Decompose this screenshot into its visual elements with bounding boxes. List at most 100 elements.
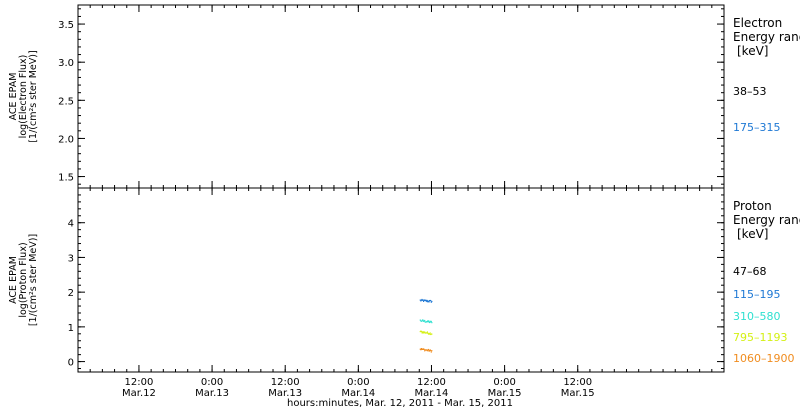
series-1-3: [419, 330, 433, 336]
data-point: [423, 348, 425, 350]
y-tick-label: 2.5: [58, 96, 74, 107]
data-point: [424, 319, 426, 322]
y-axis-label: log(Electron Flux): [18, 55, 29, 139]
x-tick-time: 0:00: [493, 377, 515, 388]
data-point: [427, 349, 429, 351]
data-point: [426, 301, 428, 303]
data-point: [430, 300, 432, 302]
y-tick-label: 0: [68, 358, 74, 369]
data-point: [420, 299, 422, 301]
x-axis-label: hours:minutes, Mar. 12, 2011 - Mar. 15, …: [287, 398, 513, 409]
data-point: [429, 350, 431, 352]
data-point: [423, 320, 425, 322]
data-point: [421, 320, 423, 322]
data-point: [427, 348, 430, 351]
x-tick-time: 12:00: [125, 377, 154, 388]
data-point: [430, 350, 432, 352]
legend-title: Energy range: [733, 30, 800, 44]
y-axis-label: log(Proton Flux): [18, 242, 29, 317]
data-point: [423, 300, 425, 302]
data-point: [431, 300, 433, 303]
legend-title: Proton: [733, 199, 772, 213]
data-point: [424, 331, 426, 333]
legend-title: Electron: [733, 16, 782, 30]
series-1-1: [419, 298, 433, 303]
y-tick-label: 2.0: [58, 134, 74, 145]
data-point: [422, 332, 424, 334]
y-tick-label: 1: [68, 323, 74, 334]
data-point: [426, 321, 428, 323]
legend-entry: 47–68: [733, 265, 767, 278]
data-point: [430, 351, 432, 353]
data-point: [425, 299, 427, 301]
data-point: [431, 350, 433, 352]
data-point: [429, 349, 431, 351]
legend-entry: 175–315: [733, 121, 781, 134]
data-point: [423, 331, 425, 333]
data-point: [431, 333, 433, 335]
data-point: [421, 298, 423, 301]
x-tick-time: 0:00: [347, 377, 369, 388]
data-point: [426, 331, 428, 333]
x-tick-time: 12:00: [417, 377, 446, 388]
data-point: [425, 300, 427, 302]
data-point: [426, 299, 428, 301]
legend-entry: 795–1193: [733, 331, 788, 344]
legend-units: [keV]: [737, 44, 768, 58]
data-point: [421, 331, 424, 333]
legend-entry: 310–580: [733, 310, 781, 323]
data-point: [430, 320, 432, 323]
legend-entry: 38–53: [733, 85, 767, 98]
y-tick-label: 1.5: [58, 173, 74, 184]
y-tick-label: 3: [68, 253, 74, 264]
y-axis-label: [1/(cm²s ster MeV)]: [28, 234, 39, 326]
electron-flux-panel: 1.5 2.0 2.5 3.0 3.5 ACE EPAM log(Electron Flux…: [8, 4, 800, 189]
legend-units: [keV]: [737, 227, 768, 241]
y-axis-label: ACE EPAM: [8, 256, 19, 304]
x-tick-time: 12:00: [271, 377, 300, 388]
data-point: [420, 300, 422, 302]
plot-frame: [77, 187, 725, 373]
y-axis-label: [1/(cm²s ster MeV)]: [28, 50, 39, 142]
y-axis-label: ACE EPAM: [8, 73, 19, 121]
y-tick-label: 2: [68, 288, 74, 299]
data-point: [429, 321, 431, 323]
data-point: [427, 332, 429, 334]
y-tick-label: 3.5: [58, 20, 74, 31]
data-point: [419, 319, 421, 321]
legend-title: Energy range: [733, 213, 800, 227]
x-tick-date: Mar.12: [122, 388, 156, 399]
data-point: [427, 300, 429, 302]
proton-flux-panel: 0 1 2 3 4 ACE EPAM log(Proton Flux) [1/(cm²s st…: [8, 187, 800, 373]
data-point: [426, 332, 428, 334]
series-1-2: [419, 319, 433, 324]
data-point: [431, 322, 433, 324]
x-tick-date: Mar.14: [341, 388, 375, 399]
data-point: [420, 349, 422, 351]
x-tick-time: 0:00: [201, 377, 223, 388]
data-point: [429, 333, 431, 335]
x-tick-date: Mar.13: [195, 388, 229, 399]
legend-entry: 115–195: [733, 288, 781, 301]
legend-entry: 1060–1900: [733, 352, 795, 365]
data-point: [424, 350, 426, 352]
data-point: [426, 349, 428, 351]
data-point: [428, 320, 430, 322]
data-point: [419, 299, 421, 301]
series-1-4: [419, 348, 433, 353]
y-tick-label: 3.0: [58, 58, 74, 69]
data-point: [420, 348, 422, 350]
data-point: [421, 332, 423, 334]
x-tick-date: Mar.14: [415, 388, 449, 399]
x-tick-time: 12:00: [563, 377, 592, 388]
data-point: [428, 301, 430, 303]
x-tick-date: Mar.15: [561, 388, 595, 399]
y-tick-label: 4: [68, 219, 74, 230]
data-point: [429, 332, 431, 334]
data-point: [422, 299, 424, 301]
data-point: [427, 320, 429, 322]
time-axis: 12:00Mar.120:00Mar.1312:00Mar.130:00Mar.…: [122, 377, 595, 399]
x-tick-date: Mar.13: [268, 388, 302, 399]
x-tick-date: Mar.15: [488, 388, 522, 399]
